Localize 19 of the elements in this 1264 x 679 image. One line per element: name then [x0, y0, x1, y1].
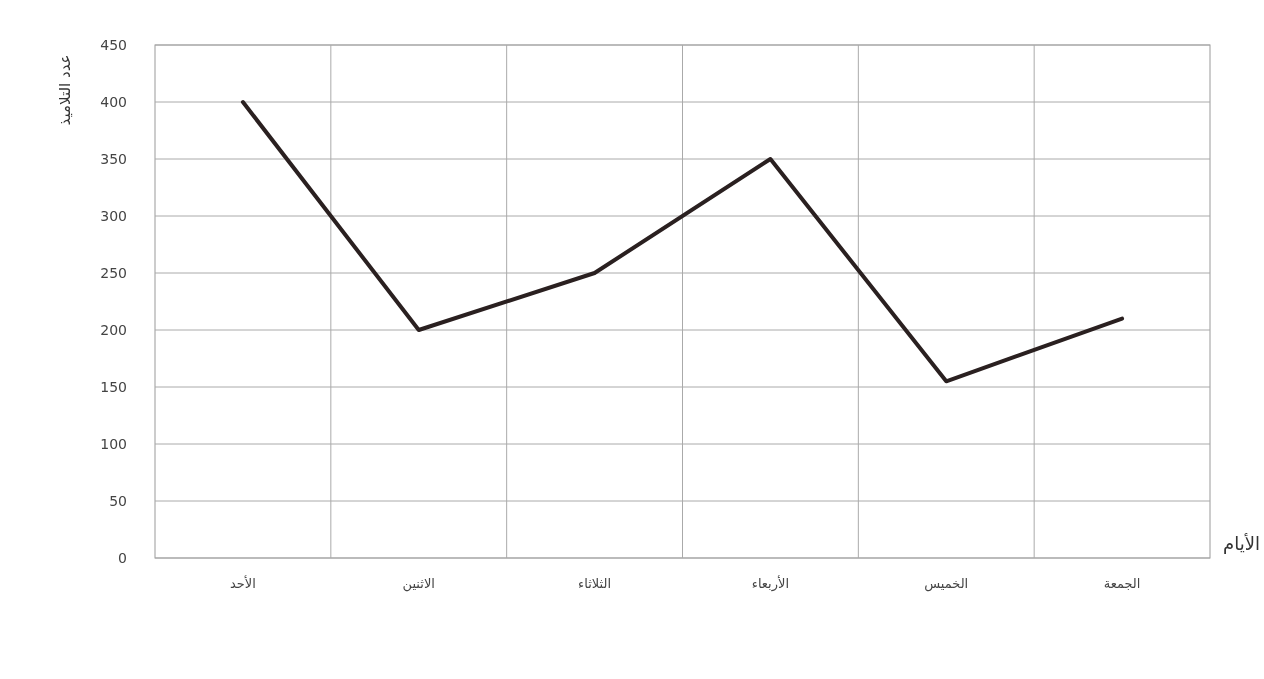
y-tick-label: 0 — [118, 550, 127, 566]
x-tick-label: الخميس — [924, 576, 969, 592]
y-tick-label: 50 — [109, 493, 127, 509]
y-tick-label: 350 — [100, 151, 127, 167]
y-tick-label: 200 — [100, 322, 127, 338]
x-axis-title: الأيام — [1223, 533, 1260, 554]
line-series — [240, 100, 1125, 384]
x-tick-label: الأربعاء — [751, 575, 790, 592]
y-tick-label: 450 — [100, 37, 127, 53]
x-tick-label: الأحد — [229, 575, 256, 591]
y-tick-label: 400 — [100, 94, 127, 110]
y-tick-label: 100 — [100, 436, 127, 452]
y-tick-label: 250 — [100, 265, 127, 281]
y-tick-label: 150 — [100, 379, 127, 395]
x-tick-label: الجمعة — [1103, 576, 1141, 591]
y-axis-title: عدد التلاميذ — [56, 54, 74, 126]
y-tick-label: 300 — [100, 208, 127, 224]
x-tick-label: الثلاثاء — [578, 576, 612, 591]
x-tick-label: الاثنين — [402, 576, 435, 592]
